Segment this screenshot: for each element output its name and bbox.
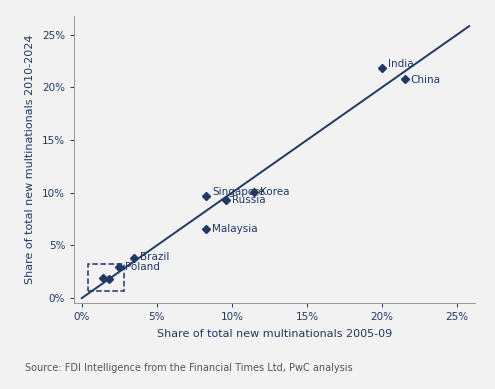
Y-axis label: Share of total new multinationals 2010-2024: Share of total new multinationals 2010-2… <box>25 35 35 284</box>
Text: Malaysia: Malaysia <box>212 224 258 233</box>
Text: Brazil: Brazil <box>140 252 170 262</box>
Bar <box>88 265 124 291</box>
Text: Source: FDI Intelligence from the Financial Times Ltd, PwC analysis: Source: FDI Intelligence from the Financ… <box>25 363 352 373</box>
Text: China: China <box>411 75 441 85</box>
Text: Russia: Russia <box>232 195 265 205</box>
X-axis label: Share of total new multinationals 2005-09: Share of total new multinationals 2005-0… <box>157 329 393 339</box>
Text: Singapore: Singapore <box>212 187 265 197</box>
Text: Korea: Korea <box>260 187 290 197</box>
Text: Poland: Poland <box>125 261 160 272</box>
Text: India: India <box>388 59 414 69</box>
